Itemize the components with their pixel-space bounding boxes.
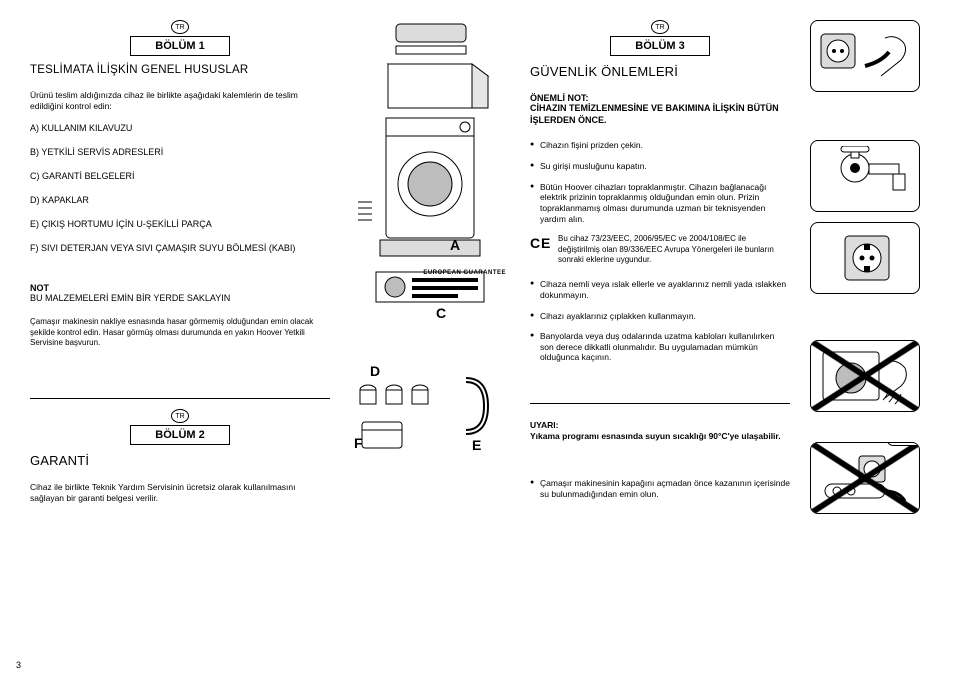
icon-unplug: [810, 20, 920, 92]
bullet-6: Banyolarda veya duş odalarında uzatma ka…: [530, 331, 790, 363]
lang-icon: TR: [171, 20, 189, 34]
item-f: F) SIVI DETERJAN VEYA SIVI ÇAMAŞIR SUYU …: [30, 243, 330, 253]
guarantee-text: EUROPEAN GUARANTEE: [423, 270, 506, 276]
icon-ground: [810, 222, 920, 294]
ce-text: Bu cihaz 73/23/EEC, 2006/95/EC ve 2004/1…: [558, 234, 790, 265]
bullet-2: Su girişi musluğunu kapatın.: [530, 161, 790, 172]
icon-nohands: [810, 340, 920, 412]
item-a: A) KULLANIM KILAVUZU: [30, 123, 330, 133]
item-b: B) YETKİLİ SERVİS ADRESLERİ: [30, 147, 330, 157]
divider-1: [30, 398, 330, 399]
important-body: CİHAZIN TEMİZLENMESİNE VE BAKIMINA İLİŞK…: [530, 103, 790, 126]
svg-text:A: A: [450, 237, 460, 253]
warning-body: Yıkama programı esnasında suyun sıcaklığ…: [530, 431, 781, 441]
final-bullet: Çamaşır makinesinin kapağını açmadan önc…: [530, 478, 790, 499]
section3-label: BÖLÜM 3: [610, 36, 710, 56]
icon-extension: 90°C: [810, 442, 920, 514]
icon-tap: [810, 140, 920, 212]
svg-text:D: D: [370, 363, 380, 379]
item-c: C) GARANTİ BELGELERİ: [30, 171, 330, 181]
icons-column: 90°C: [810, 20, 930, 666]
section3-heading: GÜVENLİK ÖNLEMLERİ: [530, 64, 790, 79]
bullet-3: Bütün Hoover cihazları topraklanmıştır. …: [530, 182, 790, 225]
item-d: D) KAPAKLAR: [30, 195, 330, 205]
page-number: 3: [16, 660, 21, 670]
section2-label: BÖLÜM 2: [130, 425, 230, 445]
left-column: TR BÖLÜM 1 TESLİMATA İLİŞKİN GENEL HUSUS…: [30, 20, 330, 666]
lang-icon-3: TR: [651, 20, 669, 34]
section1-label: BÖLÜM 1: [130, 36, 230, 56]
item-e: E) ÇIKIŞ HORTUMU İÇİN U-ŞEKİLLİ PARÇA: [30, 219, 330, 229]
mid-illustration-top: A C EUROPEAN GUARANTEE: [350, 20, 510, 320]
section2-heading: GARANTİ: [30, 453, 330, 468]
mid-illustration-bottom: D E F: [350, 350, 510, 510]
lang-icon-2: TR: [171, 409, 189, 423]
svg-text:E: E: [541, 235, 550, 251]
note-title: NOT: [30, 283, 330, 293]
note-body: BU MALZEMELERİ EMİN BİR YERDE SAKLAYIN: [30, 293, 330, 303]
svg-text:C: C: [436, 305, 446, 320]
section1-intro: Ürünü teslim aldığınızda cihaz ile birli…: [30, 90, 330, 111]
bullet-5: Cihazı ayaklarınız çıplakken kullanmayın…: [530, 311, 790, 322]
divider-2: [530, 403, 790, 404]
svg-text:E: E: [472, 437, 481, 453]
damage-text: Çamaşır makinesin nakliye esnasında hasa…: [30, 317, 330, 348]
svg-text:F: F: [354, 435, 363, 451]
bullet-4: Cihaza nemli veya ıslak ellerle ve ayakl…: [530, 279, 790, 300]
svg-text:C: C: [530, 235, 540, 251]
section1-heading: TESLİMATA İLİŞKİN GENEL HUSUSLAR: [30, 64, 330, 76]
section2-body: Cihaz ile birlikte Teknik Yardım Servisi…: [30, 482, 330, 503]
warning-title: UYARI:: [530, 420, 559, 430]
bullet-1: Cihazın fişini prizden çekin.: [530, 140, 790, 151]
ce-icon: C E: [530, 234, 552, 252]
important-title: ÖNEMLİ NOT:: [530, 93, 790, 103]
temp-label: 90°C: [887, 442, 920, 446]
right-column: TR BÖLÜM 3 GÜVENLİK ÖNLEMLERİ ÖNEMLİ NOT…: [530, 20, 790, 666]
mid-column: A C EUROPEAN GUARANTEE: [350, 20, 510, 666]
